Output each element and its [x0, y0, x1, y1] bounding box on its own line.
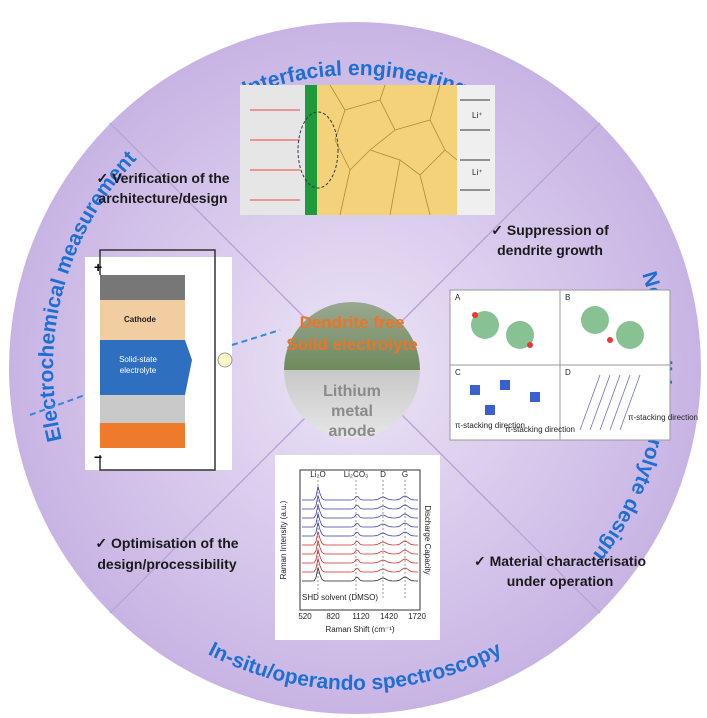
ion-label: Li⁺ [472, 111, 482, 120]
spectrum [302, 513, 418, 528]
minus-sign: − [94, 449, 102, 465]
panel-letter: D [565, 368, 571, 377]
peak-label: G [402, 470, 408, 479]
note: design/processibility [97, 556, 236, 572]
ref-label: SHD solvent (DMSO) [302, 593, 378, 602]
electrolyte-label: Solid-state [119, 355, 157, 364]
axis-label: Raman Intensity (a.u.) [279, 500, 288, 579]
spectrum [302, 522, 418, 537]
spectrum [302, 495, 418, 510]
note: ✓ Verification of the [96, 170, 229, 186]
center-circle: Dendrite free Solid electrolyte Lithium … [284, 302, 420, 440]
x-tick-label: 520 [298, 612, 312, 621]
ion-label: Li⁺ [472, 168, 482, 177]
center-text: anode [328, 423, 375, 440]
note: architecture/design [98, 190, 227, 206]
x-tick-label: 820 [326, 612, 340, 621]
x-tick-label: 1120 [352, 612, 370, 621]
spectrum [302, 504, 418, 519]
spectrum [302, 558, 418, 573]
spectrum [302, 540, 418, 555]
panel-note: π-stacking direction [628, 413, 698, 422]
spectrum [302, 531, 418, 546]
raman-panel: Raman Intensity (a.u.) Raman Shift (cm⁻¹… [275, 455, 440, 640]
center-text: metal [331, 403, 373, 420]
spectrum [302, 486, 418, 501]
note: ✓ Optimisation of the [95, 535, 238, 551]
peak-label: Li₂CO₃ [344, 470, 369, 479]
electrolyte-label: electrolyte [120, 366, 157, 375]
note: ✓ Suppression of [491, 222, 609, 238]
x-tick-label: 1420 [380, 612, 398, 621]
note: ✓ Material characterisatio [474, 553, 646, 569]
cathode-label: Cathode [124, 315, 157, 324]
center-text: Lithium [323, 383, 381, 400]
peak-label: Li₂O [310, 470, 326, 479]
axis-label: Raman Shift (cm⁻¹) [325, 625, 394, 634]
panel-note: π-stacking direction [455, 421, 525, 430]
panel-letter: A [455, 293, 461, 302]
panel-letter: B [565, 293, 570, 302]
note: under operation [507, 573, 614, 589]
peak-label: D [380, 470, 386, 479]
plus-sign: + [94, 259, 102, 275]
note: dendrite growth [497, 242, 603, 258]
center-text: Solid electrolyte [286, 335, 417, 354]
interface-panel: Li⁺ Li⁺ [240, 84, 495, 216]
panel-note: π-stacking direction [505, 425, 575, 434]
spectrum [302, 549, 418, 564]
structure-panel: A B C D π-stacking direction π-stacking … [449, 289, 698, 441]
x-tick-label: 1720 [408, 612, 426, 621]
panel-letter: C [455, 368, 461, 377]
side-label: Discharge Capacity [423, 505, 432, 574]
spectrum [302, 567, 418, 582]
center-text: Dendrite free [300, 313, 405, 332]
cell-panel: Cathode Solid-state electrolyte + − [29, 249, 281, 471]
